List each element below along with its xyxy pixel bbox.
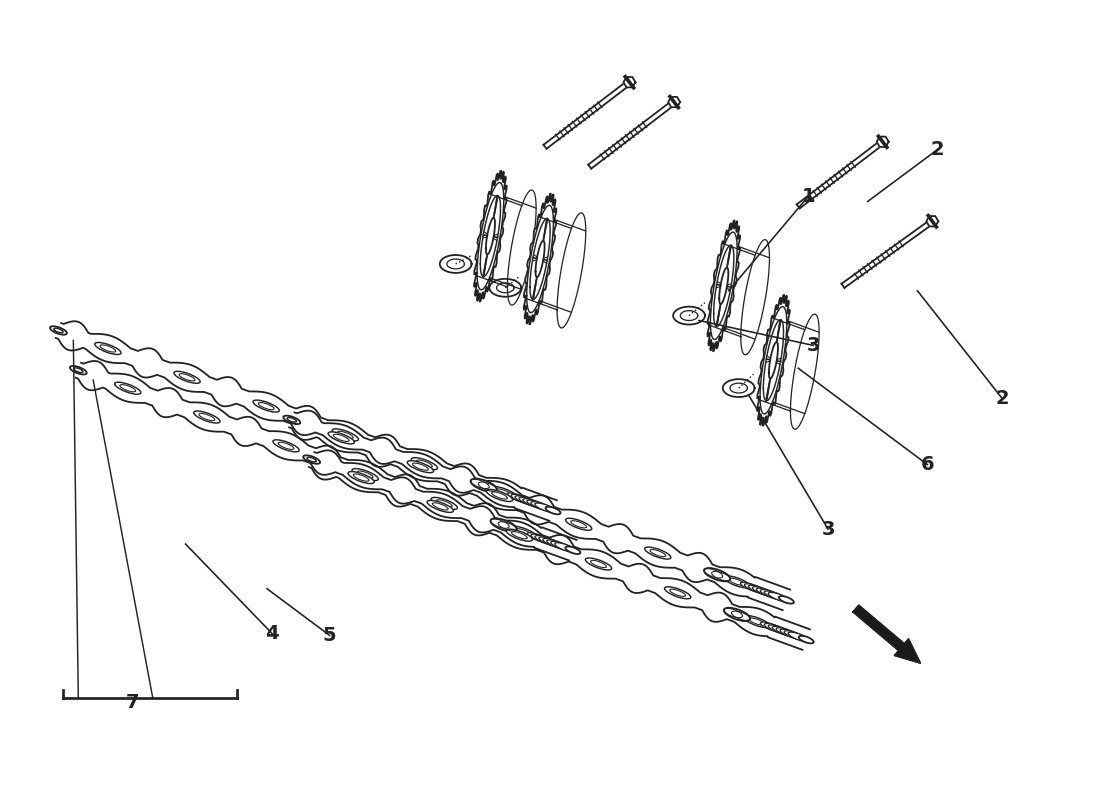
Ellipse shape bbox=[506, 529, 532, 541]
Ellipse shape bbox=[304, 455, 320, 464]
Ellipse shape bbox=[748, 586, 771, 595]
Ellipse shape bbox=[546, 506, 561, 514]
Ellipse shape bbox=[515, 496, 538, 506]
Ellipse shape bbox=[431, 498, 458, 510]
Ellipse shape bbox=[328, 432, 354, 444]
Ellipse shape bbox=[565, 518, 592, 530]
Polygon shape bbox=[668, 97, 680, 107]
Text: 2: 2 bbox=[996, 389, 1009, 407]
Ellipse shape bbox=[510, 526, 537, 538]
Ellipse shape bbox=[772, 626, 794, 636]
Ellipse shape bbox=[527, 500, 549, 510]
Ellipse shape bbox=[664, 586, 691, 598]
Ellipse shape bbox=[547, 540, 570, 550]
Ellipse shape bbox=[645, 547, 671, 559]
Ellipse shape bbox=[527, 533, 550, 542]
Ellipse shape bbox=[427, 500, 453, 512]
Text: 7: 7 bbox=[126, 693, 140, 712]
Polygon shape bbox=[877, 137, 889, 147]
Text: 5: 5 bbox=[322, 626, 337, 645]
Ellipse shape bbox=[757, 588, 779, 598]
Ellipse shape bbox=[114, 382, 141, 394]
Ellipse shape bbox=[174, 371, 200, 383]
Ellipse shape bbox=[348, 471, 374, 483]
Ellipse shape bbox=[764, 591, 786, 601]
Ellipse shape bbox=[542, 538, 565, 548]
Ellipse shape bbox=[788, 632, 811, 642]
Ellipse shape bbox=[768, 625, 791, 635]
Ellipse shape bbox=[407, 461, 433, 473]
Polygon shape bbox=[707, 221, 740, 351]
Ellipse shape bbox=[744, 615, 770, 627]
Ellipse shape bbox=[760, 622, 783, 632]
Ellipse shape bbox=[332, 429, 359, 441]
Polygon shape bbox=[926, 216, 938, 226]
Ellipse shape bbox=[95, 342, 121, 354]
Ellipse shape bbox=[253, 400, 279, 412]
Ellipse shape bbox=[799, 636, 814, 643]
Ellipse shape bbox=[740, 582, 763, 592]
Ellipse shape bbox=[777, 628, 799, 638]
Ellipse shape bbox=[522, 498, 546, 509]
Polygon shape bbox=[624, 77, 636, 87]
Text: 3: 3 bbox=[806, 336, 820, 355]
Polygon shape bbox=[852, 605, 921, 663]
Ellipse shape bbox=[779, 596, 794, 604]
Ellipse shape bbox=[768, 593, 791, 602]
Ellipse shape bbox=[760, 590, 783, 599]
Ellipse shape bbox=[194, 411, 220, 423]
Polygon shape bbox=[474, 170, 507, 302]
Ellipse shape bbox=[704, 568, 730, 582]
Ellipse shape bbox=[764, 623, 786, 634]
Text: 2: 2 bbox=[931, 140, 944, 159]
Polygon shape bbox=[524, 194, 557, 324]
Ellipse shape bbox=[535, 535, 558, 546]
Ellipse shape bbox=[471, 478, 497, 492]
Ellipse shape bbox=[491, 518, 517, 532]
Ellipse shape bbox=[565, 546, 581, 554]
Ellipse shape bbox=[539, 537, 561, 547]
Ellipse shape bbox=[535, 503, 558, 513]
Text: 1: 1 bbox=[802, 187, 815, 206]
Ellipse shape bbox=[745, 584, 767, 594]
Ellipse shape bbox=[531, 534, 553, 544]
Ellipse shape bbox=[724, 608, 750, 621]
Ellipse shape bbox=[531, 502, 553, 511]
Ellipse shape bbox=[780, 630, 803, 639]
Ellipse shape bbox=[352, 469, 378, 481]
Ellipse shape bbox=[724, 576, 750, 588]
Polygon shape bbox=[757, 295, 790, 426]
Ellipse shape bbox=[752, 586, 774, 597]
Text: 6: 6 bbox=[921, 455, 934, 474]
Ellipse shape bbox=[273, 440, 299, 452]
Ellipse shape bbox=[411, 458, 438, 470]
Ellipse shape bbox=[784, 630, 806, 641]
Ellipse shape bbox=[554, 542, 578, 553]
Text: 3: 3 bbox=[822, 519, 835, 538]
Ellipse shape bbox=[585, 558, 612, 570]
Ellipse shape bbox=[284, 416, 300, 424]
Ellipse shape bbox=[486, 490, 513, 502]
Ellipse shape bbox=[50, 326, 67, 334]
Text: 4: 4 bbox=[265, 624, 278, 643]
Ellipse shape bbox=[512, 494, 534, 504]
Ellipse shape bbox=[507, 493, 529, 503]
Ellipse shape bbox=[491, 486, 517, 498]
Ellipse shape bbox=[551, 542, 573, 551]
Ellipse shape bbox=[69, 366, 87, 374]
Ellipse shape bbox=[519, 498, 541, 507]
